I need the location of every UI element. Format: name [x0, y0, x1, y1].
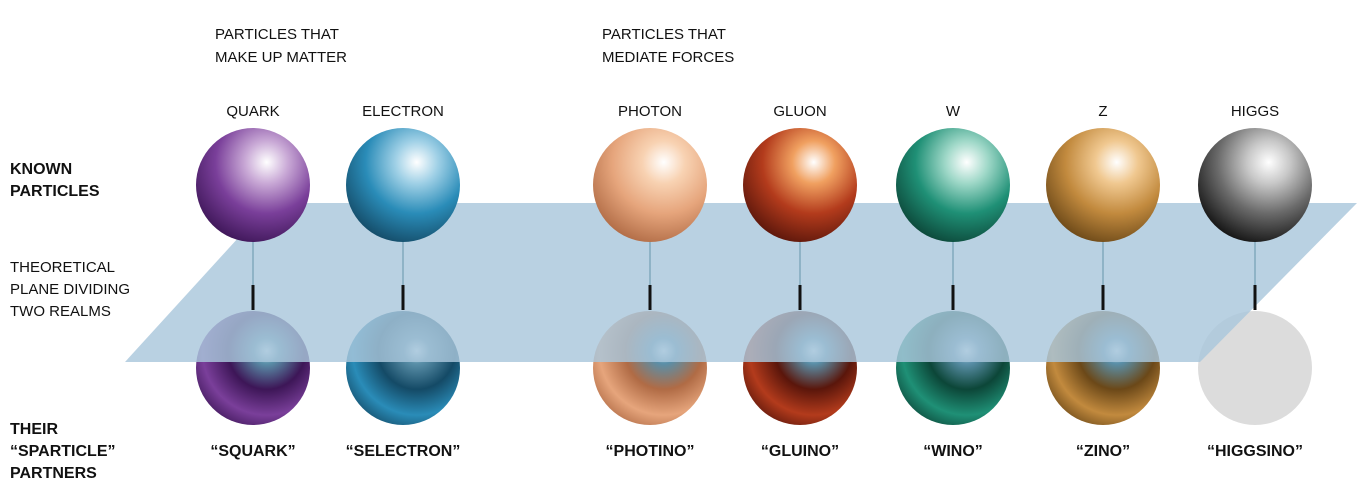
particle-sphere: [896, 128, 1010, 242]
particle-sphere: [346, 128, 460, 242]
label: PARTICLES THAT: [602, 26, 726, 43]
label: W: [946, 103, 961, 120]
particle-spheres: [196, 128, 1312, 310]
label: QUARK: [226, 103, 279, 120]
label: PARTICLES: [10, 183, 100, 200]
label: PARTNERS: [10, 465, 97, 480]
label: “GLUINO”: [761, 443, 839, 460]
label: THEORETICAL: [10, 259, 115, 276]
label: GLUON: [773, 103, 826, 120]
label: KNOWN: [10, 161, 72, 178]
label: MAKE UP MATTER: [215, 49, 347, 66]
label: MEDIATE FORCES: [602, 49, 734, 66]
label: PHOTON: [618, 103, 682, 120]
theoretical-plane: [125, 203, 1357, 362]
label: “SQUARK”: [210, 443, 295, 460]
label: “SELECTRON”: [346, 443, 461, 460]
particle-sphere: [1046, 128, 1160, 242]
label: “HIGGSINO”: [1207, 443, 1303, 460]
sparticle-sphere: [1198, 311, 1312, 425]
label: “ZINO”: [1076, 443, 1130, 460]
label: TWO REALMS: [10, 303, 111, 320]
label: THEIR: [10, 421, 58, 438]
labels: PARTICLES THAT MAKE UP MATTER PARTICLES TH…: [10, 26, 1303, 480]
particle-sphere: [1198, 128, 1312, 242]
label: “PHOTINO”: [606, 443, 695, 460]
particle-sphere: [743, 128, 857, 242]
label: “WINO”: [923, 443, 983, 460]
particle-sphere: [593, 128, 707, 242]
label: HIGGS: [1231, 103, 1279, 120]
label: PARTICLES THAT: [215, 26, 339, 43]
label: “SPARTICLE”: [10, 443, 115, 460]
particle-sphere: [196, 128, 310, 242]
label: Z: [1098, 103, 1107, 120]
label: PLANE DIVIDING: [10, 281, 130, 298]
label: ELECTRON: [362, 103, 444, 120]
